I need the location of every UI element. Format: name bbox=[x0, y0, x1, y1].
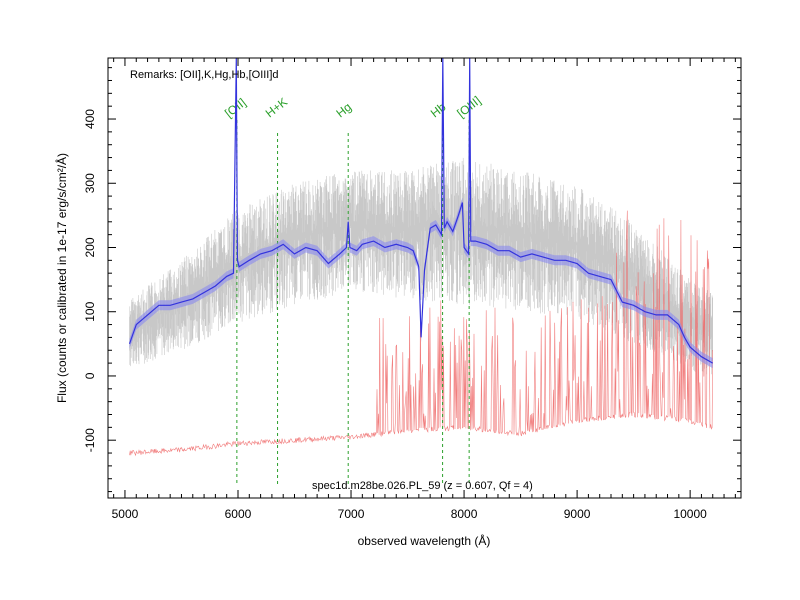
emission-line-label-1: H+K bbox=[263, 95, 290, 121]
remarks-annotation: Remarks: [OII],K,Hg,Hb,[OIII]d bbox=[130, 69, 279, 81]
y-tick-label-2: 100 bbox=[83, 301, 97, 321]
y-tick-label-3: 200 bbox=[83, 237, 97, 257]
emission-line-label-2: Hg bbox=[333, 100, 354, 120]
x-tick-label-0: 5000 bbox=[112, 507, 139, 521]
y-tick-label-4: 300 bbox=[83, 173, 97, 193]
y-tick-label-1: 0 bbox=[83, 372, 97, 379]
smoothed-spectrum-layer bbox=[128, 57, 713, 369]
x-tick-label-1: 6000 bbox=[225, 507, 252, 521]
axes-layer: 5000 6000 7000 8000 9000 10000 -100 0 100 200 300 4… bbox=[83, 58, 741, 521]
x-tick-label-4: 9000 bbox=[564, 507, 591, 521]
error-spectrum-layer bbox=[129, 210, 713, 457]
spectrum-caption: spec1d.m28be.026.PL_59 (z = 0.607, Qf = … bbox=[312, 480, 533, 492]
y-tick-label-0: -100 bbox=[83, 428, 97, 452]
error-spectrum-trace bbox=[129, 210, 713, 457]
x-tick-label-5: 10000 bbox=[673, 507, 707, 521]
smoothed-spectrum-line bbox=[128, 57, 713, 364]
y-tick-label-5: 400 bbox=[83, 109, 97, 129]
y-axis-title: Flux (counts or calibrated in 1e-17 erg/… bbox=[54, 153, 69, 403]
emission-line-label-3: Hb bbox=[428, 100, 449, 121]
x-axis-title: observed wavelength (Å) bbox=[358, 533, 491, 548]
plot-frame bbox=[107, 57, 742, 499]
x-tick-label-3: 8000 bbox=[451, 507, 478, 521]
x-tick-label-2: 7000 bbox=[338, 507, 365, 521]
